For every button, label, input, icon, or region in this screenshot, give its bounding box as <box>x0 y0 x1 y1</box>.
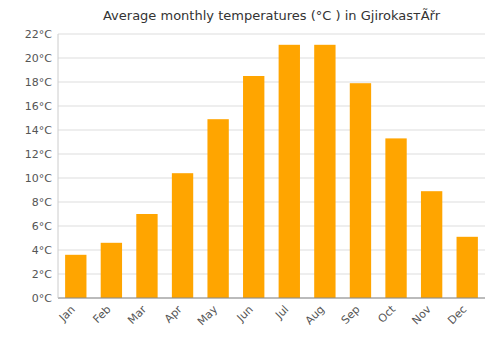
y-axis-line <box>58 34 59 298</box>
chart-svg: Average monthly temperatures (°C ) in Gj… <box>0 0 500 350</box>
bar <box>136 214 157 298</box>
bar <box>172 173 193 298</box>
bar <box>350 83 371 298</box>
x-tick-label: Mar <box>125 303 149 327</box>
y-tick-label: 20°C <box>25 52 52 65</box>
x-tick-label: Apr <box>162 303 185 326</box>
bar <box>243 76 264 298</box>
x-axis-line <box>58 298 485 299</box>
y-tick-label: 10°C <box>25 172 52 185</box>
grid-line <box>58 178 485 179</box>
y-tick-label: 12°C <box>25 148 52 161</box>
grid-line <box>58 154 485 155</box>
x-tick-label: Jul <box>272 303 291 322</box>
y-tick-label: 2°C <box>32 268 52 281</box>
chart-title: Average monthly temperatures (°C ) in Gj… <box>103 8 441 23</box>
y-tick-label: 22°C <box>25 28 52 41</box>
x-tick-label: Jan <box>56 303 78 325</box>
x-tick-label: Nov <box>409 303 434 328</box>
x-tick-label: Aug <box>303 303 327 327</box>
y-tick-label: 4°C <box>32 244 52 257</box>
x-tick-label: Jun <box>234 303 256 325</box>
x-tick-label: May <box>195 303 221 329</box>
grid-line <box>58 298 485 299</box>
x-tick-label: Dec <box>445 303 469 327</box>
x-tick-label: Feb <box>91 303 114 326</box>
y-tick-label: 14°C <box>25 124 52 137</box>
bar <box>101 243 122 298</box>
y-tick-label: 18°C <box>25 76 52 89</box>
y-tick-label: 6°C <box>32 220 52 233</box>
y-tick-label: 8°C <box>32 196 52 209</box>
bar <box>207 119 228 298</box>
grid-line <box>58 130 485 131</box>
grid-line <box>58 106 485 107</box>
grid-line <box>58 82 485 83</box>
bar <box>385 138 406 298</box>
bar <box>279 45 300 298</box>
grid-line <box>58 34 485 35</box>
x-tick-label: Sep <box>339 303 363 327</box>
bar <box>457 237 478 298</box>
bar <box>421 191 442 298</box>
bars <box>65 45 478 298</box>
grid-line <box>58 58 485 59</box>
bar <box>314 45 335 298</box>
x-tick-label: Oct <box>376 302 399 325</box>
y-grid <box>58 34 485 298</box>
y-tick-label: 0°C <box>32 292 52 305</box>
y-tick-label: 16°C <box>25 100 52 113</box>
bar <box>65 255 86 298</box>
chart-container: Average monthly temperatures (°C ) in Gj… <box>0 0 500 350</box>
